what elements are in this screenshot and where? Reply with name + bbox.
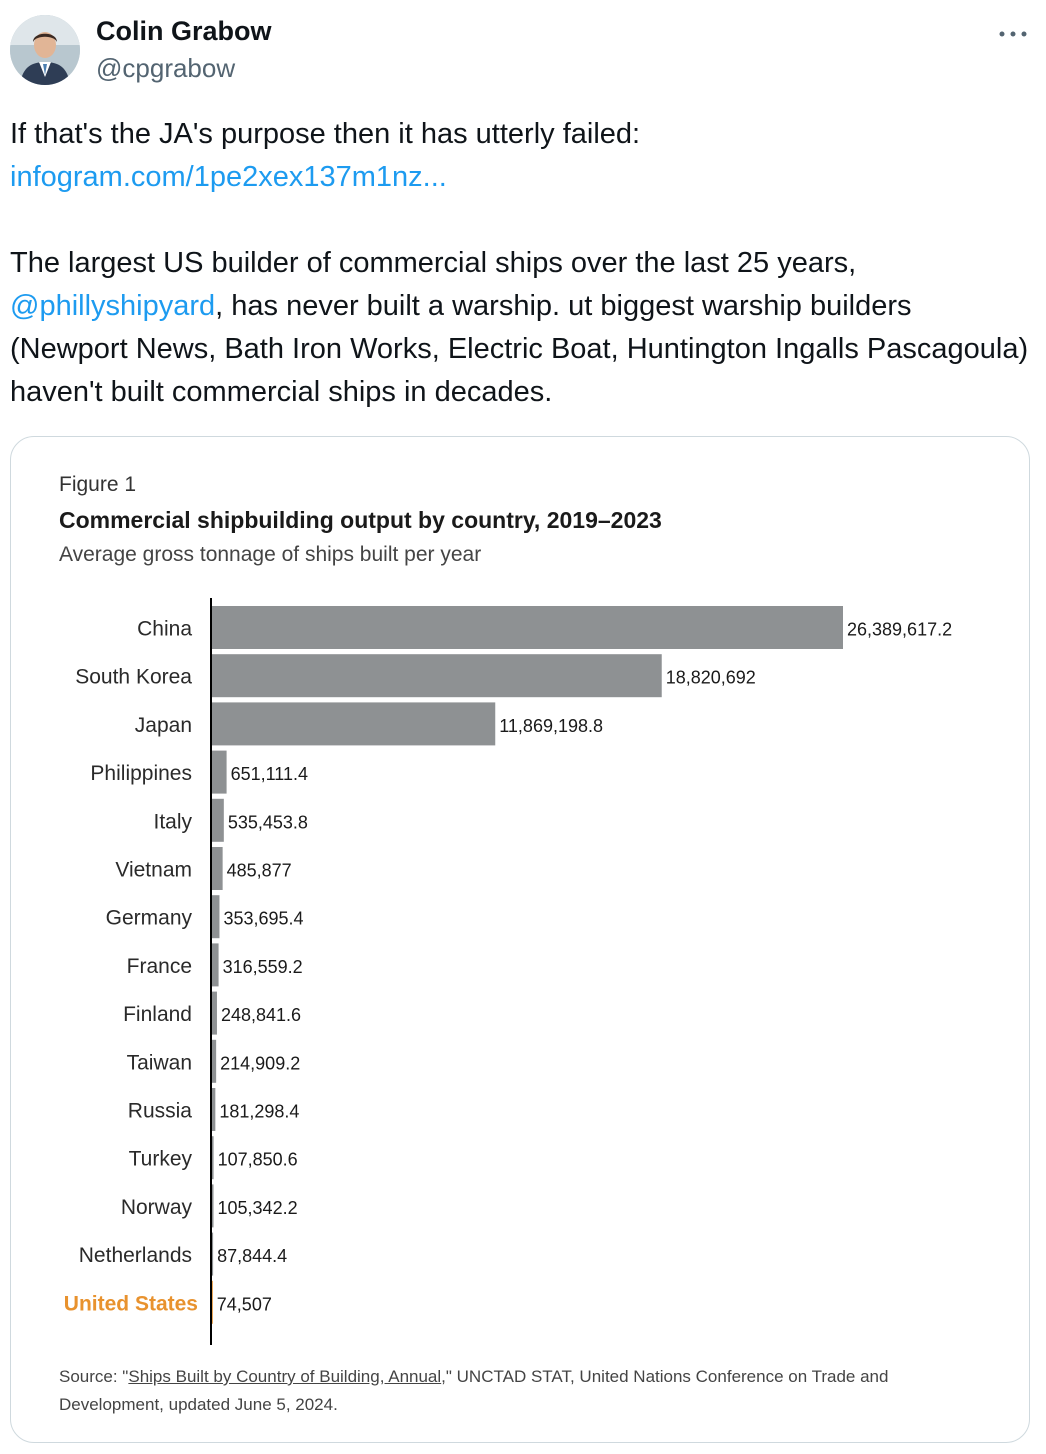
chart-subtitle: Average gross tonnage of ships built per…: [59, 543, 482, 566]
chart-bar: [211, 654, 662, 698]
value-label: 87,844.4: [217, 1246, 287, 1266]
bar-chart: China 26,389,617.2 South Korea 18,820,692 Ja…: [64, 598, 952, 1345]
media-image[interactable]: Figure 1 Commercial shipbuilding output …: [10, 436, 1030, 1443]
category-label: United States: [64, 1292, 198, 1315]
value-label: 18,820,692: [666, 668, 756, 688]
chart-bar: [211, 1088, 216, 1131]
chart-title: Commercial shipbuilding output by countr…: [59, 507, 662, 533]
avatar[interactable]: [10, 15, 80, 85]
tweet-text-segment: The largest US builder of commercial shi…: [10, 247, 857, 279]
tweet-line-1: If that's the JA's purpose then it has u…: [10, 118, 641, 150]
author-name[interactable]: Colin Grabow: [96, 16, 272, 46]
value-label: 535,453.8: [228, 812, 308, 832]
value-label: 353,695.4: [223, 909, 303, 929]
category-label: Finland: [123, 1003, 192, 1026]
chart-bar: [211, 606, 843, 649]
value-label: 11,869,198.8: [499, 716, 603, 736]
value-label: 181,298.4: [219, 1102, 299, 1122]
category-label: Italy: [153, 810, 192, 833]
value-label: 105,342.2: [218, 1198, 298, 1218]
category-label: Japan: [135, 714, 192, 737]
value-label: 651,111.4: [231, 764, 308, 784]
more-dots-icon: [999, 31, 1027, 37]
chart-bar: [211, 1184, 214, 1228]
chart-bar: [211, 1039, 217, 1083]
value-label: 107,850.6: [218, 1150, 298, 1170]
value-label: 214,909.2: [220, 1053, 300, 1073]
category-label: South Korea: [75, 666, 192, 689]
category-label: Turkey: [129, 1148, 193, 1171]
infogram-link[interactable]: infogram.com/1pe2xex137m1nz...: [10, 161, 447, 193]
category-label: Netherlands: [79, 1244, 192, 1267]
value-label: 485,877: [227, 861, 292, 881]
category-label: Taiwan: [127, 1051, 192, 1074]
chart-bar: [211, 798, 224, 842]
category-label: Germany: [106, 907, 193, 930]
source-link[interactable]: Ships Built by Country of Building, Annu…: [128, 1367, 442, 1386]
source-prefix: Source: ": [59, 1367, 129, 1386]
value-label: 26,389,617.2: [847, 620, 952, 640]
chart-bar: [211, 847, 223, 890]
category-label: Russia: [128, 1100, 193, 1123]
source-suffix: ," UNCTAD STAT, United Nations Conferenc…: [59, 1367, 889, 1414]
category-label: France: [127, 955, 192, 978]
tweet-paragraph-2: The largest US builder of commercial shi…: [10, 242, 1030, 414]
tweet-text-segment: , has never built a warship. ut biggest …: [10, 290, 1029, 408]
category-label: Norway: [121, 1196, 193, 1219]
chart-bar: [211, 991, 217, 1035]
chart-bar: [211, 943, 219, 987]
value-label: 248,841.6: [221, 1005, 301, 1025]
value-label: 316,559.2: [223, 957, 303, 977]
mention-link[interactable]: @phillyshipyard: [10, 290, 216, 322]
chart-source: Source: "Ships Built by Country of Build…: [59, 1363, 979, 1419]
figure-label: Figure 1: [59, 473, 137, 496]
category-label: Philippines: [90, 762, 192, 785]
category-label: Vietnam: [115, 859, 192, 882]
tweet-text: If that's the JA's purpose then it has u…: [10, 113, 1030, 414]
more-options-button[interactable]: [994, 16, 1034, 52]
chart-bar: [211, 1136, 214, 1180]
category-label: China: [137, 618, 192, 641]
chart-bar: [211, 750, 227, 794]
value-label: 74,507: [217, 1294, 272, 1314]
chart-bar: [211, 895, 220, 939]
author-handle[interactable]: @cpgrabow: [96, 53, 236, 83]
chart-bar: [211, 702, 496, 746]
chart-bar: [211, 1232, 214, 1276]
